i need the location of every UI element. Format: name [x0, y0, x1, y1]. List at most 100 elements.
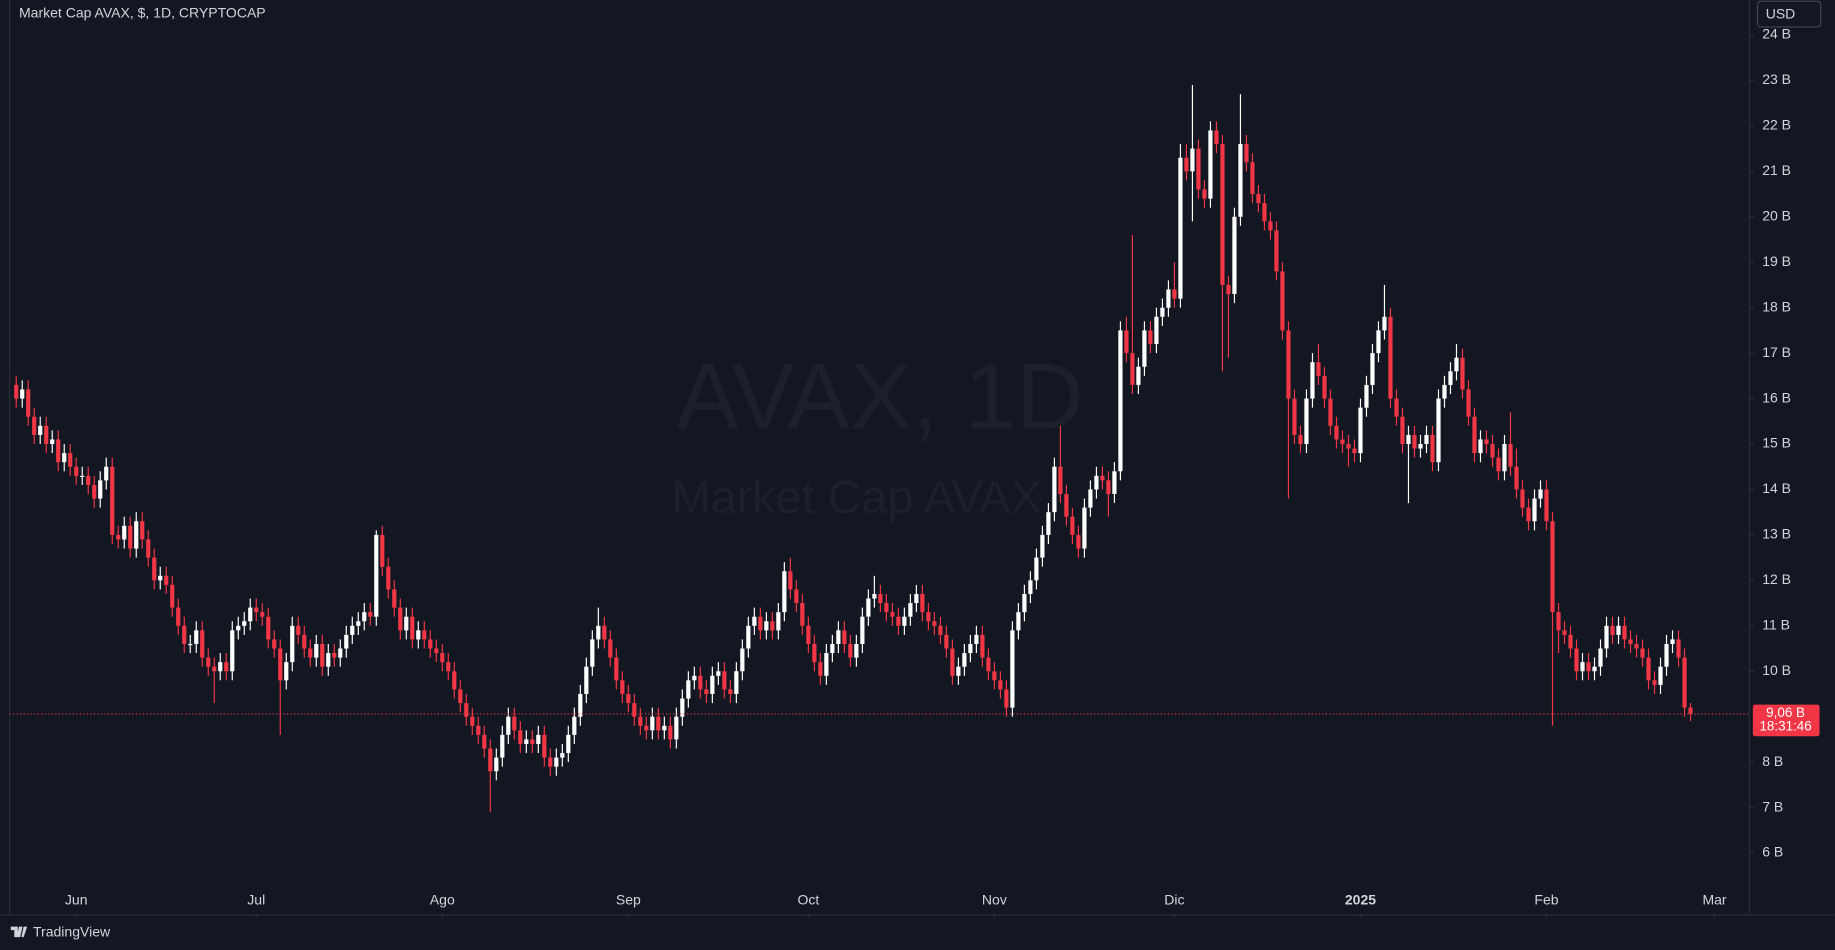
- candle-body: [608, 639, 613, 658]
- x-tick-label: Ago: [430, 892, 455, 908]
- candle-body: [350, 625, 355, 635]
- candle-body: [1556, 612, 1561, 631]
- candle-body: [146, 539, 151, 558]
- candle-body: [1166, 289, 1171, 308]
- candle-body: [680, 698, 685, 717]
- candle-body: [1664, 643, 1669, 667]
- candle-body: [134, 521, 139, 549]
- currency-button-label[interactable]: USD: [1766, 5, 1796, 21]
- candle-body: [1430, 434, 1435, 463]
- candle-body: [1424, 434, 1429, 445]
- candle-body: [650, 716, 655, 731]
- y-tick-label: 22 B: [1762, 117, 1791, 133]
- candle-body: [236, 625, 241, 631]
- candle-body: [1394, 398, 1399, 417]
- candle-body: [548, 757, 553, 767]
- candle-body: [464, 703, 469, 717]
- candle-body: [1310, 362, 1315, 399]
- candle-body: [272, 639, 277, 649]
- y-tick-label: 23 B: [1762, 71, 1791, 87]
- candle-body: [1052, 466, 1057, 513]
- candle-body: [950, 648, 955, 676]
- candle-body: [68, 453, 73, 467]
- candle-body: [1610, 625, 1615, 635]
- currency-button[interactable]: USD: [1756, 0, 1822, 28]
- candle-body: [392, 589, 397, 608]
- candle-body: [224, 662, 229, 672]
- candle-body: [254, 607, 259, 613]
- candle-body: [20, 389, 25, 399]
- candle-body: [998, 680, 1003, 690]
- candle-body: [752, 616, 757, 626]
- candle-body: [926, 612, 931, 622]
- candle-body: [62, 453, 67, 463]
- footer: [0, 916, 1835, 950]
- candle-body: [710, 675, 715, 694]
- candle-body: [1160, 307, 1165, 317]
- watermark-sub: Market Cap AVAX: [672, 471, 1042, 523]
- candle-body: [1358, 407, 1363, 454]
- y-tick-label: 24 B: [1762, 26, 1791, 42]
- candle-body: [1124, 330, 1129, 354]
- candle-body: [158, 575, 163, 581]
- candle-body: [692, 675, 697, 681]
- candle-body: [944, 634, 949, 649]
- last-price-box: [1752, 704, 1820, 737]
- candle-body: [374, 534, 379, 617]
- candle-body: [788, 571, 793, 590]
- candle-body: [1616, 625, 1621, 635]
- candle-body: [1454, 357, 1459, 372]
- candle-body: [1214, 130, 1219, 145]
- candle-body: [872, 593, 877, 599]
- candle-body: [962, 653, 967, 667]
- candle-body: [1184, 157, 1189, 172]
- candle-body: [542, 734, 547, 758]
- candle-body: [920, 593, 925, 613]
- currency-button-frame[interactable]: [1756, 0, 1822, 28]
- brand-logo[interactable]: [10, 926, 28, 938]
- candle-body: [512, 716, 517, 731]
- candle-body: [1514, 466, 1519, 490]
- candle-body: [746, 625, 751, 649]
- candle-body: [278, 648, 283, 681]
- candle-body: [1562, 630, 1567, 635]
- candle-body: [1190, 148, 1195, 172]
- candle-body: [1280, 271, 1285, 331]
- candle-body: [452, 671, 457, 690]
- candle-body: [1460, 357, 1465, 390]
- candle-body: [344, 634, 349, 649]
- candle-body: [80, 475, 85, 477]
- candle-body: [1682, 657, 1687, 708]
- candle-body: [1070, 516, 1075, 535]
- candle-body: [536, 734, 541, 744]
- candle-body: [1352, 448, 1357, 454]
- candle-body: [1676, 639, 1681, 658]
- candle-body: [1262, 203, 1267, 222]
- candle-body: [896, 616, 901, 626]
- y-tick-label: 20 B: [1762, 207, 1791, 223]
- candle-body: [380, 534, 385, 567]
- candle-body: [938, 625, 943, 635]
- candle-body: [902, 616, 907, 626]
- y-tick-label: 14 B: [1762, 480, 1791, 496]
- candle-body: [1238, 144, 1243, 217]
- candle-body: [1466, 389, 1471, 417]
- candle-body: [590, 639, 595, 667]
- candle-body: [1028, 580, 1033, 594]
- candle-body: [128, 525, 133, 549]
- brand-name[interactable]: TradingView: [33, 924, 111, 940]
- candle-body: [1112, 471, 1117, 495]
- candle-body: [410, 616, 415, 640]
- candle-body: [170, 584, 175, 608]
- candle-body: [290, 625, 295, 663]
- candle-body: [932, 621, 937, 626]
- candle-body: [992, 671, 997, 681]
- candle-body: [56, 439, 61, 463]
- candle-body: [164, 575, 169, 585]
- candle-body: [1658, 666, 1663, 685]
- candle-body: [806, 625, 811, 644]
- candle-body: [50, 439, 55, 445]
- candle-body: [338, 648, 343, 658]
- brand[interactable]: TradingView: [10, 924, 111, 940]
